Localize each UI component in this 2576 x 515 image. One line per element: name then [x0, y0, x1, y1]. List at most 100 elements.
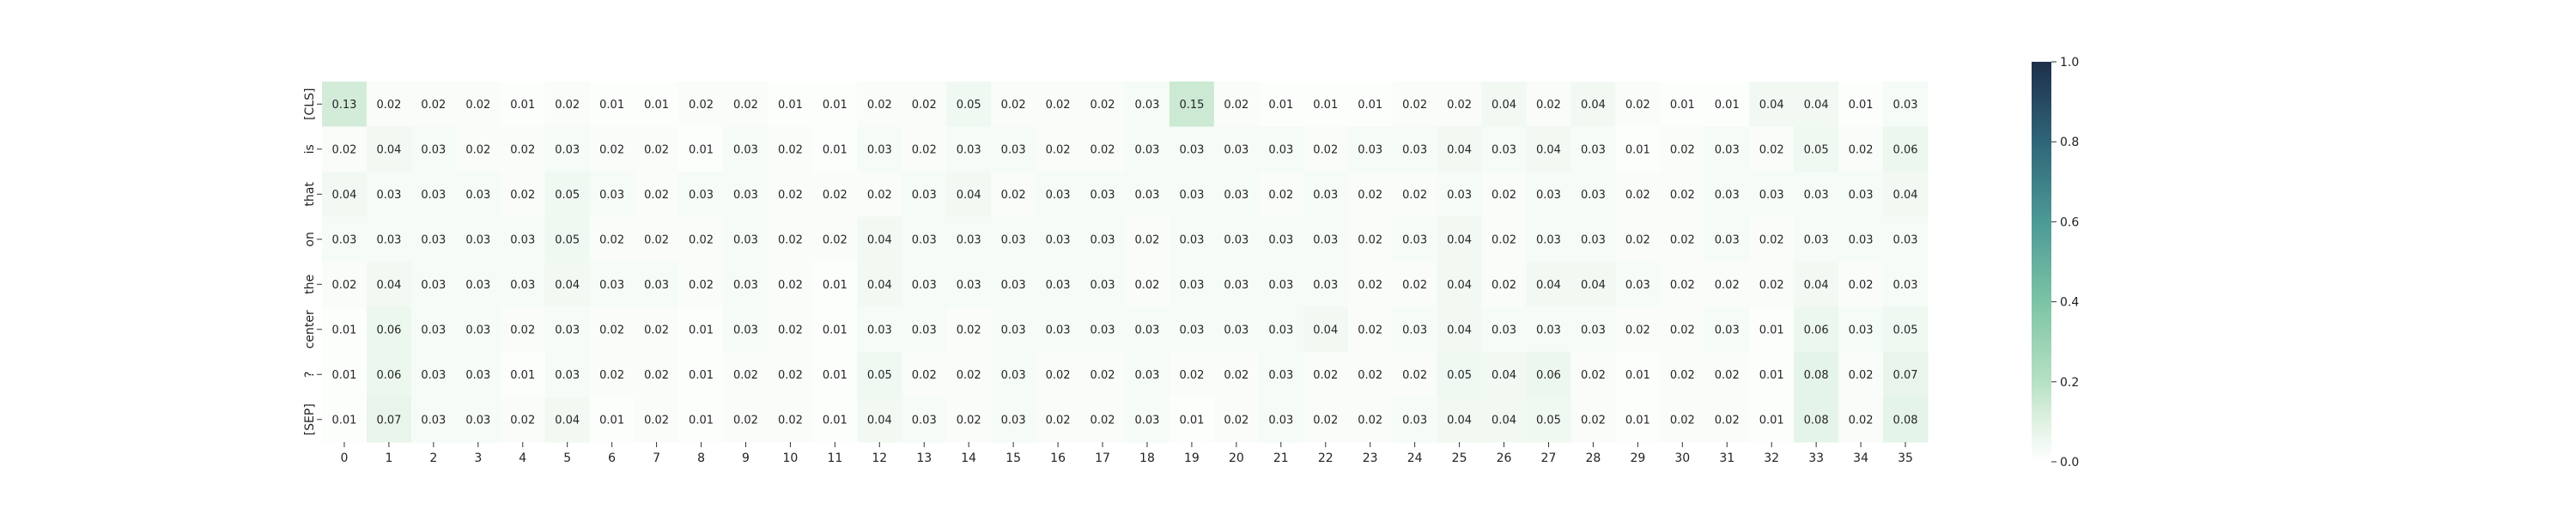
heatmap-cell-r5-c3	[455, 306, 501, 353]
heatmap-cell-label-r4-c35: 0.03	[1893, 279, 1918, 292]
heatmap-cell-label-r6-c24: 0.02	[1402, 369, 1427, 382]
heatmap-cell-label-r6-c5: 0.03	[555, 369, 580, 382]
heatmap-cell-label-r4-c19: 0.03	[1179, 279, 1204, 292]
y-axis: [CLS] is that on the center? [SEP]	[303, 88, 322, 435]
heatmap-cell-r2-c33	[1794, 172, 1839, 217]
heatmap-cell-label-r3-c19: 0.03	[1179, 233, 1204, 246]
heatmap-cell-label-r4-c28: 0.04	[1581, 279, 1606, 292]
heatmap-cell-label-r6-c35: 0.07	[1893, 369, 1918, 382]
heatmap-cell-label-r4-c24: 0.02	[1402, 279, 1427, 292]
heatmap-cell-label-r7-c35: 0.08	[1893, 414, 1918, 427]
heatmap-cell-label-r0-c7: 0.01	[644, 99, 669, 112]
heatmap-cell-r4-c23	[1347, 262, 1394, 307]
heatmap-cell-label-r5-c21: 0.03	[1268, 324, 1293, 336]
heatmap-cell-r5-c32	[1749, 306, 1795, 353]
heatmap-cell-r7-c31	[1704, 397, 1750, 443]
x-tick-label-29: 29	[1630, 451, 1645, 465]
heatmap-cell-r4-c29	[1615, 262, 1661, 307]
heatmap-cell-r1-c13	[902, 126, 947, 173]
heatmap-cell-r2-c31	[1704, 172, 1750, 217]
x-tick-label-34: 34	[1853, 451, 1868, 465]
heatmap-cell-label-r5-c20: 0.03	[1224, 324, 1249, 336]
heatmap-cell-r6-c6	[589, 352, 635, 397]
heatmap-cell-label-r1-c29: 0.01	[1625, 143, 1650, 156]
heatmap-cell-label-r5-c7: 0.02	[644, 324, 669, 336]
x-tick-label-11: 11	[827, 451, 842, 465]
heatmap-cell-label-r3-c27: 0.03	[1536, 233, 1561, 246]
heatmap-cell-label-r7-c5: 0.04	[555, 414, 580, 427]
heatmap-cell-r6-c35	[1883, 352, 1929, 397]
heatmap-cell-r3-c1	[366, 216, 412, 263]
heatmap-cell-r4-c15	[991, 262, 1036, 307]
heatmap-cell-r6-c12	[857, 352, 902, 397]
heatmap-cell-label-r0-c19: 0.15	[1179, 99, 1204, 112]
heatmap-cell-r0-c26	[1481, 82, 1527, 127]
heatmap-cell-r7-c13	[902, 397, 947, 443]
heatmap-cell-label-r6-c27: 0.06	[1536, 369, 1561, 382]
x-tick-label-15: 15	[1005, 451, 1021, 465]
heatmap-cell-r3-c10	[768, 216, 813, 263]
heatmap-cell-r4-c26	[1481, 262, 1527, 307]
heatmap-cell-label-r1-c5: 0.03	[555, 143, 580, 156]
heatmap-cell-label-r4-c4: 0.03	[510, 279, 535, 292]
heatmap-cell-label-r0-c30: 0.01	[1670, 99, 1695, 112]
x-tick-label-31: 31	[1719, 451, 1735, 465]
heatmap-cell-label-r0-c33: 0.04	[1804, 99, 1829, 112]
heatmap-cell-label-r1-c15: 0.03	[1001, 143, 1026, 156]
heatmap-cell-label-r1-c32: 0.02	[1759, 143, 1784, 156]
x-tick-label-0: 0	[341, 451, 349, 465]
heatmap-cell-r4-c34	[1838, 262, 1884, 307]
heatmap-cell-r2-c16	[1036, 172, 1081, 217]
heatmap-cell-label-r5-c17: 0.03	[1091, 324, 1115, 336]
heatmap-cell-r0-c21	[1258, 82, 1304, 127]
heatmap-cell-label-r1-c2: 0.03	[421, 143, 446, 156]
x-tick-label-19: 19	[1184, 451, 1200, 465]
heatmap-cell-label-r0-c0: 0.13	[331, 99, 356, 112]
heatmap-cell-label-r1-c6: 0.02	[599, 143, 624, 156]
heatmap-cell-r1-c27	[1526, 126, 1571, 173]
heatmap-cell-r6-c4	[500, 352, 546, 397]
heatmap-cell-r7-c4	[500, 397, 546, 443]
heatmap-cell-r3-c6	[589, 216, 635, 263]
heatmap-cell-label-r6-c9: 0.02	[733, 369, 758, 382]
heatmap-cell-r6-c24	[1392, 352, 1438, 397]
heatmap-cell-r1-c22	[1303, 126, 1349, 173]
heatmap-cell-r2-c18	[1125, 172, 1170, 217]
heatmap-cell-r4-c11	[812, 262, 858, 307]
heatmap-cell-label-r7-c3: 0.03	[465, 414, 490, 427]
heatmap-cell-label-r0-c6: 0.01	[599, 99, 624, 112]
heatmap-cell-r2-c6	[589, 172, 635, 217]
heatmap-cell-label-r7-c6: 0.01	[599, 414, 624, 427]
heatmap-cell-r3-c16	[1036, 216, 1081, 263]
heatmap-cell-label-r5-c33: 0.06	[1804, 324, 1829, 336]
heatmap-cell-label-r4-c3: 0.03	[465, 279, 490, 292]
heatmap-cell-label-r6-c15: 0.03	[1001, 369, 1026, 382]
heatmap-cell-label-r2-c29: 0.02	[1625, 189, 1650, 202]
heatmap-cell-label-r5-c29: 0.02	[1625, 324, 1650, 336]
heatmap-cell-r4-c25	[1437, 262, 1483, 307]
x-tick-label-27: 27	[1541, 451, 1557, 465]
heatmap-cell-r6-c20	[1213, 352, 1260, 397]
heatmap-cell-r5-c4	[500, 306, 546, 353]
x-tick-label-30: 30	[1674, 451, 1690, 465]
heatmap-cell-label-r1-c3: 0.02	[465, 143, 490, 156]
heatmap-cell-label-r4-c18: 0.02	[1134, 279, 1159, 292]
heatmap-cell-r5-c11	[812, 306, 858, 353]
heatmap-cell-label-r3-c18: 0.02	[1134, 233, 1159, 246]
heatmap-cell-label-r3-c11: 0.02	[823, 233, 848, 246]
heatmap-cell-r6-c31	[1704, 352, 1750, 397]
heatmap-cell-label-r1-c33: 0.05	[1804, 143, 1829, 156]
heatmap-cell-label-r7-c0: 0.01	[331, 414, 356, 427]
x-tick-label-20: 20	[1229, 451, 1244, 465]
heatmap-cell-label-r2-c21: 0.02	[1268, 189, 1293, 202]
heatmap-cell-label-r0-c2: 0.02	[421, 99, 446, 112]
heatmap-cell-r0-c25	[1437, 82, 1483, 127]
heatmap-cell-r0-c22	[1303, 82, 1349, 127]
heatmap-cell-label-r7-c20: 0.02	[1224, 414, 1249, 427]
heatmap-cell-label-r6-c30: 0.02	[1670, 369, 1695, 382]
heatmap-cell-label-r3-c15: 0.03	[1001, 233, 1026, 246]
heatmap-cell-r4-c30	[1660, 262, 1705, 307]
heatmap-cell-r3-c21	[1258, 216, 1304, 263]
heatmap-cell-r0-c15	[991, 82, 1036, 127]
heatmap-cell-r5-c14	[946, 306, 992, 353]
